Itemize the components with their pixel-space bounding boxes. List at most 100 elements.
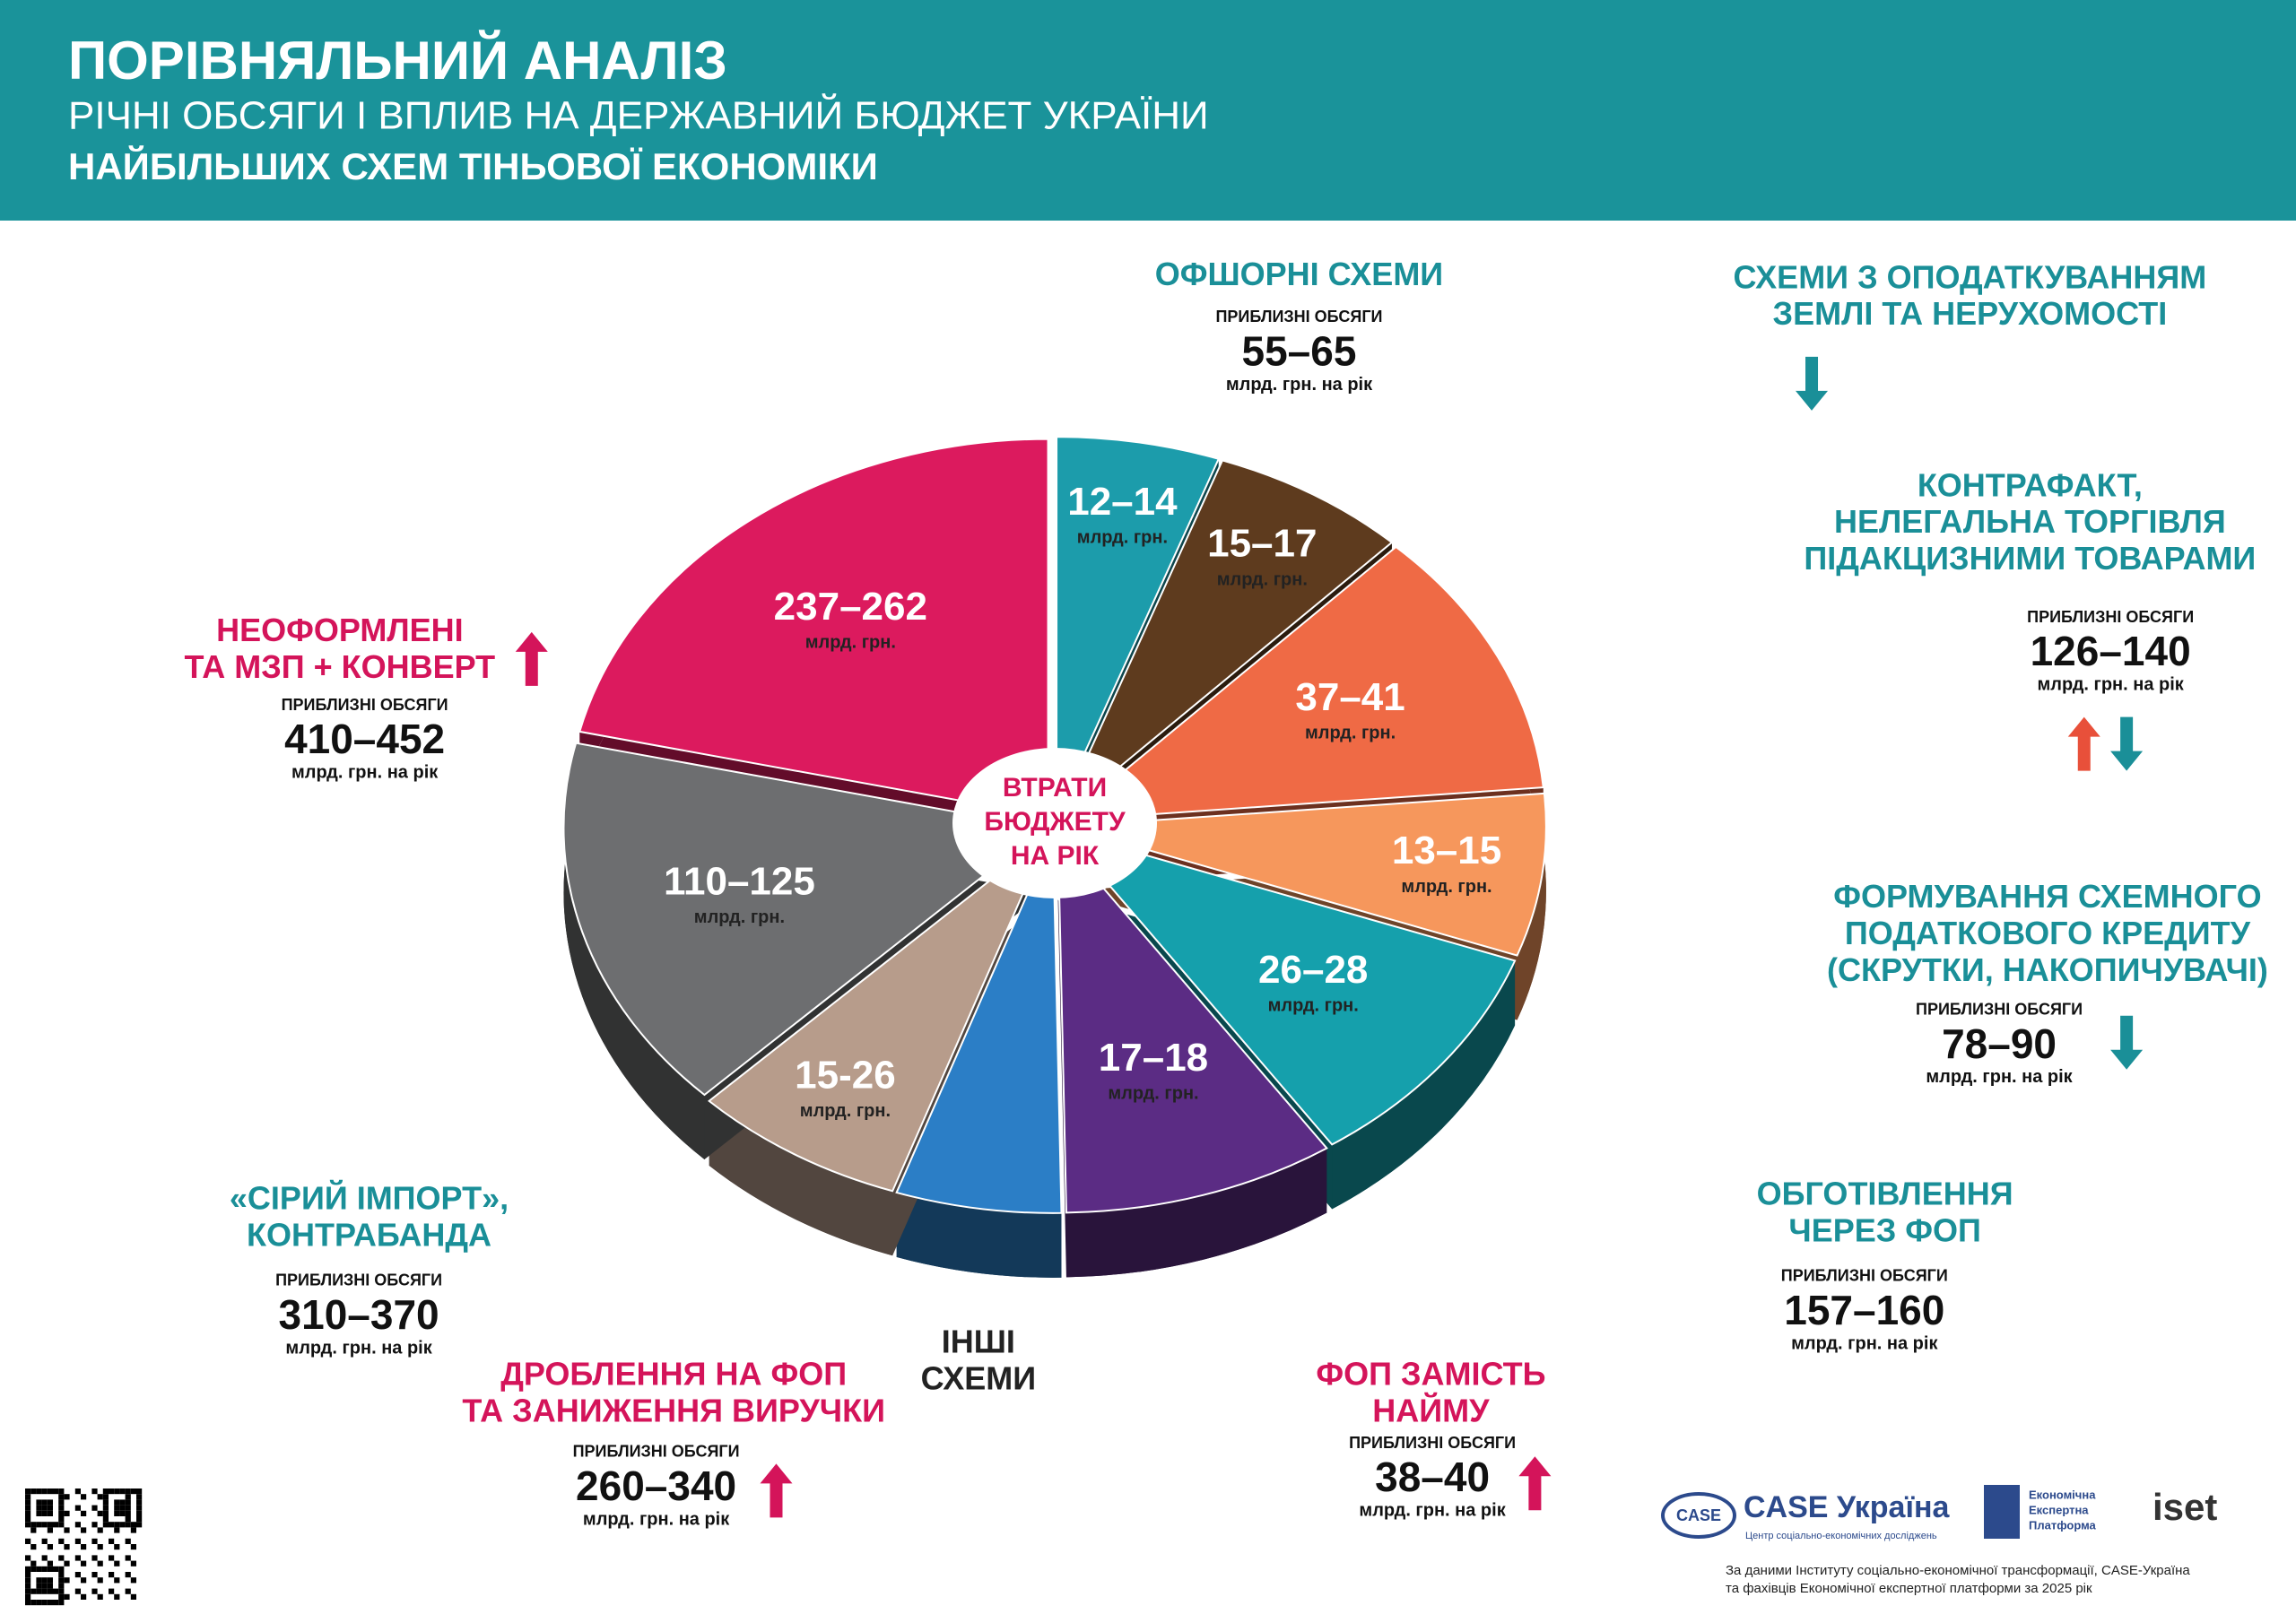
center-badge bbox=[952, 748, 1157, 898]
qr-cell bbox=[41, 1488, 48, 1495]
qr-cell bbox=[47, 1505, 53, 1511]
slice-unit: млрд. грн. bbox=[1268, 996, 1359, 1016]
qr-cell bbox=[74, 1538, 81, 1544]
logo-platform: Платформа bbox=[2029, 1518, 2097, 1532]
qr-cell bbox=[41, 1583, 48, 1589]
qr-cell bbox=[36, 1588, 42, 1594]
qr-cell bbox=[64, 1510, 70, 1516]
qr-cell bbox=[25, 1538, 31, 1544]
scheme-title: НЕЛЕГАЛЬНА ТОРГІВЛЯ bbox=[1834, 503, 2226, 540]
qr-cell bbox=[130, 1560, 136, 1567]
volume-value: 310–370 bbox=[279, 1291, 439, 1338]
qr-cell bbox=[81, 1577, 87, 1584]
qr-cell bbox=[136, 1499, 143, 1506]
center-label: НА РІК bbox=[1011, 841, 1100, 871]
qr-cell bbox=[102, 1499, 109, 1506]
trend-arrow bbox=[760, 1463, 793, 1518]
qr-cell bbox=[125, 1510, 131, 1516]
qr-cell bbox=[125, 1555, 131, 1561]
qr-cell bbox=[25, 1488, 31, 1495]
qr-cell bbox=[47, 1583, 53, 1589]
slice-side bbox=[1332, 960, 1516, 1210]
qr-cell bbox=[58, 1499, 65, 1506]
scheme-title: КОНТРАФАКТ, bbox=[1918, 466, 2143, 503]
qr-cell bbox=[53, 1488, 59, 1495]
qr-cell bbox=[25, 1566, 31, 1572]
scheme-title: ФОРМУВАННЯ СХЕМНОГО bbox=[1833, 878, 2261, 915]
slice-value: 37–41 bbox=[1295, 675, 1405, 719]
qr-cell bbox=[125, 1499, 131, 1506]
qr-cell bbox=[36, 1566, 42, 1572]
qr-cell bbox=[58, 1577, 65, 1584]
qr-cell bbox=[30, 1488, 37, 1495]
scheme-title: ДРОБЛЕННЯ НА ФОП bbox=[500, 1356, 847, 1393]
slice-side bbox=[1517, 793, 1546, 1020]
volume-unit: млрд. грн. на рік bbox=[1226, 375, 1373, 395]
volume-label: ПРИБЛИЗНІ ОБСЯГИ bbox=[282, 696, 448, 714]
qr-code bbox=[25, 1488, 143, 1606]
qr-cell bbox=[125, 1505, 131, 1511]
qr-cell bbox=[36, 1505, 42, 1511]
qr-cell bbox=[114, 1522, 120, 1528]
qr-cell bbox=[58, 1522, 65, 1528]
qr-cell bbox=[64, 1560, 70, 1567]
scheme-title: СХЕМИ З ОПОДАТКУВАННЯМ bbox=[1734, 258, 2207, 295]
slice-unit: млрд. грн. bbox=[1305, 724, 1396, 743]
volume-label: ПРИБЛИЗНІ ОБСЯГИ bbox=[573, 1443, 740, 1461]
qr-cell bbox=[125, 1588, 131, 1594]
qr-cell bbox=[25, 1522, 31, 1528]
trend-arrow bbox=[515, 631, 548, 686]
qr-cell bbox=[58, 1516, 65, 1523]
qr-cell bbox=[91, 1522, 98, 1528]
qr-cell bbox=[97, 1544, 103, 1550]
qr-cell bbox=[102, 1488, 109, 1495]
qr-cell bbox=[25, 1555, 31, 1561]
qr-cell bbox=[74, 1555, 81, 1561]
qr-cell bbox=[30, 1544, 37, 1550]
slice-value: 13–15 bbox=[1392, 829, 1501, 872]
qr-cell bbox=[36, 1499, 42, 1506]
qr-cell bbox=[58, 1510, 65, 1516]
trend-arrow bbox=[1518, 1456, 1552, 1511]
qr-cell bbox=[109, 1588, 115, 1594]
volume-unit: млрд. грн. на рік bbox=[291, 763, 439, 783]
qr-cell bbox=[41, 1588, 48, 1594]
qr-cell bbox=[91, 1588, 98, 1594]
qr-cell bbox=[136, 1516, 143, 1523]
trend-arrow bbox=[2110, 716, 2144, 771]
qr-cell bbox=[47, 1588, 53, 1594]
qr-cell bbox=[130, 1577, 136, 1584]
slice bbox=[1059, 459, 1394, 817]
slice bbox=[1065, 792, 1547, 957]
trend-arrow bbox=[1796, 356, 1829, 411]
qr-cell bbox=[119, 1505, 126, 1511]
volume-value: 55–65 bbox=[1242, 327, 1357, 374]
volume-label: ПРИБЛИЗНІ ОБСЯГИ bbox=[2027, 608, 2194, 626]
pie: 12–14 млрд. грн. 15–17 млрд. грн. 37–41 млрд.… bbox=[562, 436, 1547, 1278]
qr-cell bbox=[102, 1522, 109, 1528]
qr-cell bbox=[114, 1560, 120, 1567]
logo-platform-mark bbox=[1984, 1485, 2020, 1539]
scheme-title: ІНШІ bbox=[942, 1324, 1015, 1360]
qr-cell bbox=[47, 1510, 53, 1516]
slice bbox=[578, 438, 1049, 818]
qr-cell bbox=[30, 1588, 37, 1594]
qr-cell bbox=[81, 1560, 87, 1567]
qr-cell bbox=[114, 1527, 120, 1533]
volume-value: 38–40 bbox=[1375, 1454, 1490, 1500]
header-subtitle: НАЙБІЛЬШИХ СХЕМ ТІНЬОВОЇ ЕКОНОМІКИ bbox=[68, 144, 878, 187]
slice-unit: млрд. грн. bbox=[1401, 877, 1492, 897]
qr-cell bbox=[130, 1488, 136, 1495]
qr-cell bbox=[47, 1577, 53, 1584]
qr-cell bbox=[130, 1527, 136, 1533]
slice-unit: млрд. грн. bbox=[800, 1101, 891, 1121]
qr-cell bbox=[74, 1522, 81, 1528]
slice-value: 26–28 bbox=[1258, 948, 1368, 992]
qr-cell bbox=[25, 1583, 31, 1589]
qr-cell bbox=[41, 1577, 48, 1584]
scheme-title: «СІРИЙ ІМПОРТ», bbox=[230, 1179, 509, 1217]
header-title: ПОРІВНЯЛЬНИЙ АНАЛІЗ bbox=[68, 30, 727, 91]
qr-cell bbox=[30, 1522, 37, 1528]
